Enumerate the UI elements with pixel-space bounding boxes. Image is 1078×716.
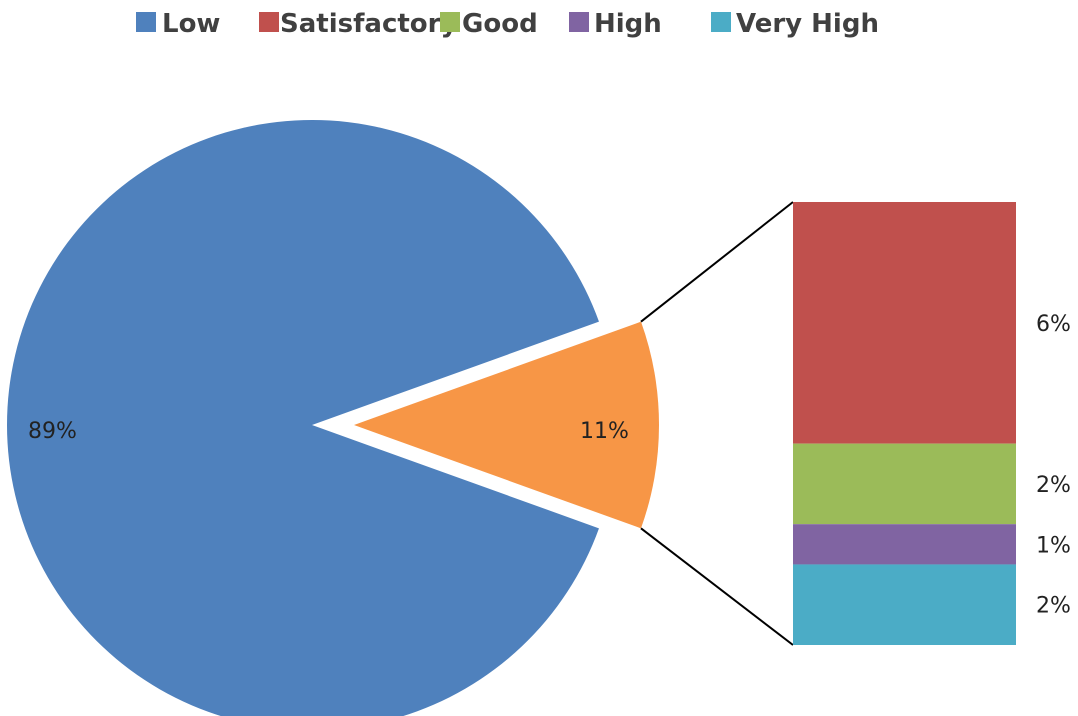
- legend-swatch-very-high: [711, 12, 731, 32]
- data-label-good: 2%: [1036, 473, 1071, 498]
- legend-item-very-high: Very High: [711, 9, 879, 39]
- legend-item-good: Good: [440, 9, 538, 39]
- pie-slice-other: [354, 321, 660, 529]
- bar-segment-satisfactory: [793, 202, 1016, 444]
- connector-line-bottom: [640, 527, 794, 646]
- legend-label-good: Good: [462, 9, 538, 39]
- legend: Low Satisfactory Good High Very High: [136, 9, 879, 39]
- legend-item-low: Low: [136, 9, 220, 39]
- legend-label-low: Low: [162, 9, 220, 39]
- data-label-very-high: 2%: [1036, 594, 1071, 619]
- legend-label-satisfactory: Satisfactory: [280, 9, 457, 39]
- legend-swatch-good: [440, 12, 460, 32]
- legend-label-high: High: [594, 9, 662, 39]
- legend-swatch-satisfactory: [259, 12, 279, 32]
- data-label-low: 89%: [28, 419, 77, 444]
- bar-segment-good: [793, 443, 1016, 525]
- legend-item-high: High: [569, 9, 662, 39]
- data-label-high: 1%: [1036, 533, 1071, 558]
- legend-label-very-high: Very High: [736, 9, 879, 39]
- pie-slice-low: [7, 120, 599, 716]
- bar-segment-high: [793, 524, 1016, 565]
- data-label-other: 11%: [580, 419, 629, 444]
- pie: 89% 11%: [7, 120, 660, 716]
- bar-segment-very-high: [793, 564, 1016, 645]
- connector-line-top: [640, 201, 794, 323]
- legend-item-satisfactory: Satisfactory: [259, 9, 457, 39]
- data-label-satisfactory: 6%: [1036, 312, 1071, 337]
- legend-swatch-high: [569, 12, 589, 32]
- stacked-bar: 6% 2% 1% 2%: [793, 202, 1071, 645]
- legend-swatch-low: [136, 12, 156, 32]
